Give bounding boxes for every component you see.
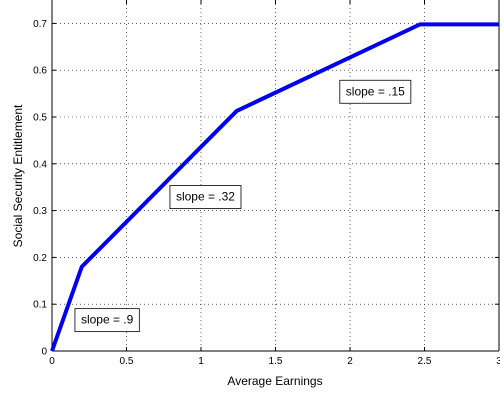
annotation-box (339, 79, 412, 104)
annotations: slope = .9 slope = .32 slope = .15 (74, 79, 412, 333)
series-layer (50, 22, 499, 352)
y-axis-label: Social Security Entitlement (11, 104, 25, 247)
x-tick-label: 0.5 (120, 356, 134, 367)
x-tick-label: 2 (347, 356, 353, 367)
y-tick-label: 0 (41, 347, 47, 358)
y-tick-label: 0.5 (33, 113, 47, 124)
annotation-text: slope = .9 (81, 313, 134, 327)
ticks: 0 0.5 1 1.5 2 2.5 3 0 0.1 0.2 0.3 0.4 0.5 0.6 0.7 (33, 0, 500, 367)
annotation-text: slope = .15 (346, 84, 405, 98)
y-tick-label: 0.4 (33, 159, 47, 170)
annotation-box (169, 185, 242, 209)
series-line (50, 22, 499, 352)
x-axis-label: Average Earnings (227, 374, 322, 388)
x-tick-label: 0 (49, 356, 55, 367)
x-tick-label: 1.5 (269, 356, 283, 367)
grid (52, 0, 499, 351)
annotation-text: slope = .32 (176, 190, 235, 204)
y-tick-label: 0.7 (33, 19, 47, 30)
slope-annotation: slope = .15 (339, 79, 412, 104)
slope-annotation: slope = .9 (74, 308, 140, 333)
y-tick-label: 0.2 (33, 253, 47, 264)
x-tick-label: 2.5 (418, 356, 432, 367)
slope-annotation: slope = .32 (169, 185, 242, 209)
x-tick-label: 1 (198, 356, 204, 367)
y-tick-label: 0.6 (33, 66, 47, 77)
y-tick-label: 0.3 (33, 206, 47, 217)
x-tick-label: 3 (496, 356, 500, 367)
annotation-box (74, 308, 140, 333)
y-tick-label: 0.1 (33, 300, 47, 311)
